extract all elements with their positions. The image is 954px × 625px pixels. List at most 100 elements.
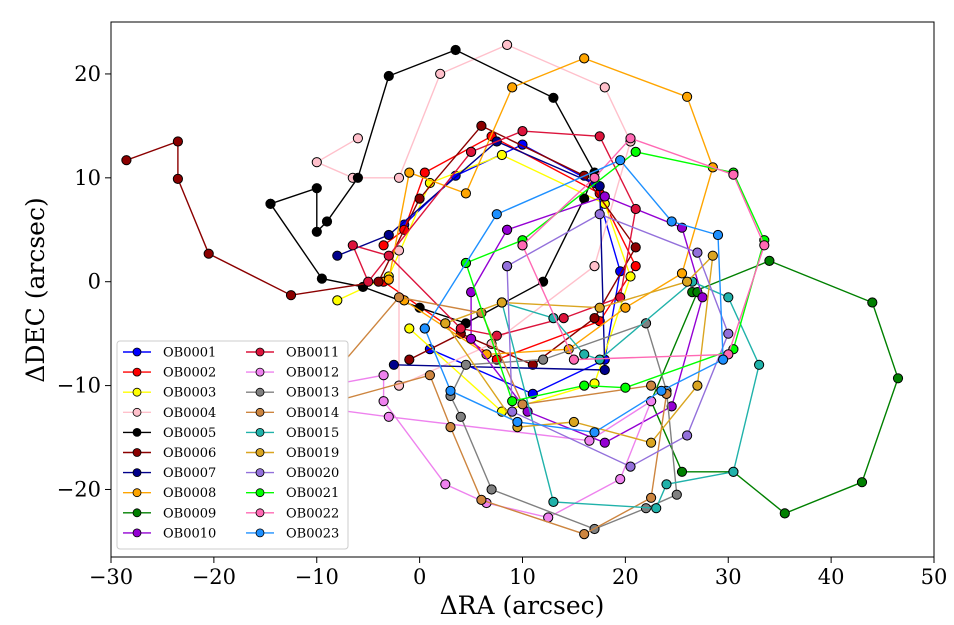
data-point <box>661 479 672 490</box>
series-line-OB0009 <box>650 260 899 515</box>
data-point <box>383 274 394 285</box>
legend-marker <box>255 347 265 357</box>
data-point <box>404 354 415 365</box>
legend-marker <box>132 347 142 357</box>
data-point <box>728 466 739 477</box>
data-point <box>630 203 641 215</box>
data-point <box>517 126 528 137</box>
legend-item-OB0006: OB0006 <box>123 446 216 461</box>
data-point <box>589 313 600 324</box>
x-tick-label: 0 <box>413 565 426 589</box>
data-point <box>599 191 610 202</box>
data-point <box>676 466 688 477</box>
data-point <box>640 318 652 329</box>
legend-item-OB0002: OB0002 <box>123 366 216 381</box>
series-line-OB0011 <box>351 130 637 337</box>
legend-label: OB0007 <box>163 466 216 481</box>
x-tick-label: −10 <box>295 565 339 589</box>
x-tick-label: 50 <box>921 565 948 589</box>
x-tick-label: 30 <box>715 565 742 589</box>
data-point <box>625 133 636 144</box>
data-point <box>321 216 333 227</box>
legend-marker <box>132 427 142 437</box>
legend-item-OB0020: OB0020 <box>246 466 339 481</box>
data-point <box>404 167 415 178</box>
data-point <box>723 292 734 303</box>
data-point <box>352 172 363 183</box>
x-tick-label: −30 <box>89 565 133 589</box>
data-point <box>383 411 394 422</box>
legend-label: OB0005 <box>163 426 216 441</box>
y-tick-label: −10 <box>57 374 101 398</box>
data-point <box>502 39 513 51</box>
data-point <box>311 157 322 168</box>
data-point <box>723 328 734 339</box>
data-point <box>347 240 358 251</box>
legend-marker <box>132 508 142 518</box>
data-point <box>625 461 636 472</box>
legend-marker <box>132 387 142 397</box>
data-point <box>620 302 631 313</box>
data-point <box>517 399 528 410</box>
y-tick-label: 10 <box>74 166 101 190</box>
series-OB0010 <box>466 191 708 448</box>
data-point <box>476 494 487 505</box>
data-point <box>568 416 580 428</box>
legend-label: OB0021 <box>286 486 339 501</box>
data-point <box>682 430 693 441</box>
data-point <box>466 146 477 157</box>
data-point <box>599 437 610 448</box>
data-point <box>579 380 590 391</box>
data-point <box>172 136 183 147</box>
legend-label: OB0014 <box>286 406 339 421</box>
legend-label: OB0002 <box>163 366 216 381</box>
legend-item-OB0011: OB0011 <box>246 346 339 361</box>
x-tick-label: 20 <box>612 565 639 589</box>
legend-marker <box>132 528 142 538</box>
legend-marker <box>255 468 265 478</box>
data-point <box>579 53 590 64</box>
legend-label: OB0020 <box>286 466 339 481</box>
data-point <box>584 435 595 446</box>
series-line-OB0004 <box>315 44 632 387</box>
data-point <box>867 297 878 308</box>
legend-item-OB0010: OB0010 <box>123 526 216 541</box>
data-point <box>568 354 580 365</box>
data-point <box>764 255 775 266</box>
series-line-OB0015 <box>501 280 760 509</box>
data-point <box>666 401 677 412</box>
legend-label: OB0001 <box>163 346 216 361</box>
data-point <box>646 380 657 391</box>
data-point <box>404 323 415 334</box>
data-point <box>496 297 507 308</box>
data-point <box>666 216 677 227</box>
data-point <box>594 181 605 192</box>
data-point <box>651 503 662 514</box>
data-point <box>646 492 657 503</box>
data-point <box>496 149 507 161</box>
data-point <box>424 370 435 381</box>
legend-item-OB0015: OB0015 <box>246 426 339 441</box>
x-axis-title: ΔRA (arcsec) <box>440 591 605 620</box>
data-point <box>599 364 610 376</box>
data-point <box>594 131 605 142</box>
data-point <box>656 385 667 396</box>
legend-item-OB0019: OB0019 <box>246 446 339 461</box>
legend-item-OB0001: OB0001 <box>123 346 216 361</box>
data-point <box>728 169 739 180</box>
legend-label: OB0009 <box>163 506 216 521</box>
data-point <box>682 276 693 287</box>
data-point <box>502 224 513 235</box>
series-OB0011 <box>347 126 641 341</box>
legend-marker <box>132 407 142 417</box>
legend-marker <box>255 528 265 538</box>
legend-marker <box>132 488 142 498</box>
series-OB0023 <box>419 155 729 438</box>
legend-label: OB0003 <box>163 386 216 401</box>
y-axis-title: ΔDEC (arcsec) <box>21 197 50 382</box>
data-point <box>388 359 399 370</box>
data-point <box>378 240 389 251</box>
data-point <box>486 484 497 495</box>
data-point <box>512 416 523 428</box>
